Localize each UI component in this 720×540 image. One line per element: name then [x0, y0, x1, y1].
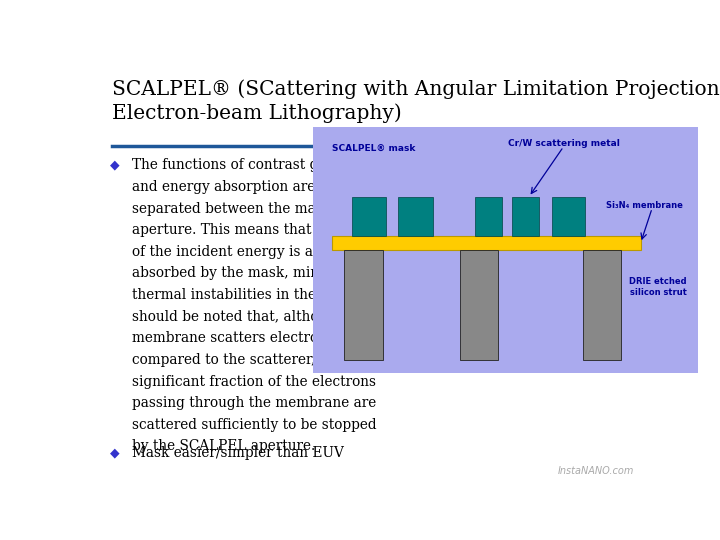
Bar — [344, 249, 382, 360]
Text: of the incident energy is actually: of the incident energy is actually — [132, 245, 359, 259]
Text: compared to the scatterer, a: compared to the scatterer, a — [132, 353, 328, 367]
Bar — [583, 249, 621, 360]
Bar — [475, 197, 502, 236]
Text: Mask easier/simpler than EUV: Mask easier/simpler than EUV — [132, 446, 343, 460]
Bar — [351, 197, 387, 236]
Bar — [398, 197, 433, 236]
Bar — [512, 197, 539, 236]
Text: by the SCALPEL aperture.: by the SCALPEL aperture. — [132, 440, 315, 454]
Bar — [333, 236, 641, 249]
Text: thermal instabilities in the mask. It: thermal instabilities in the mask. It — [132, 288, 376, 302]
Text: passing through the membrane are: passing through the membrane are — [132, 396, 376, 410]
Text: ◆: ◆ — [109, 158, 119, 171]
Text: scattered sufficiently to be stopped: scattered sufficiently to be stopped — [132, 418, 377, 432]
Text: absorbed by the mask, minimizing: absorbed by the mask, minimizing — [132, 266, 370, 280]
Text: DRIE etched
silicon strut: DRIE etched silicon strut — [629, 276, 687, 296]
Text: The functions of contrast generation: The functions of contrast generation — [132, 158, 384, 172]
Text: aperture. This means that very little: aperture. This means that very little — [132, 223, 382, 237]
Text: should be noted that, although the: should be noted that, although the — [132, 310, 372, 323]
Text: and energy absorption are thus: and energy absorption are thus — [132, 180, 349, 194]
Text: membrane scatters electrons weakly: membrane scatters electrons weakly — [132, 332, 387, 345]
Text: SCALPEL® (SCattering with Angular Limitation Projection
Electron-beam Lithograph: SCALPEL® (SCattering with Angular Limita… — [112, 79, 720, 123]
Text: significant fraction of the electrons: significant fraction of the electrons — [132, 375, 376, 389]
Text: SCALPEL® mask: SCALPEL® mask — [333, 144, 416, 153]
Text: separated between the mask and the: separated between the mask and the — [132, 201, 387, 215]
Text: Si₃N₄ membrane: Si₃N₄ membrane — [606, 201, 683, 210]
Text: InstaNANO.com: InstaNANO.com — [558, 465, 634, 476]
Text: Cr/W scattering metal: Cr/W scattering metal — [508, 139, 619, 148]
Bar — [459, 249, 498, 360]
Text: ◆: ◆ — [109, 446, 119, 459]
Bar — [552, 197, 585, 236]
